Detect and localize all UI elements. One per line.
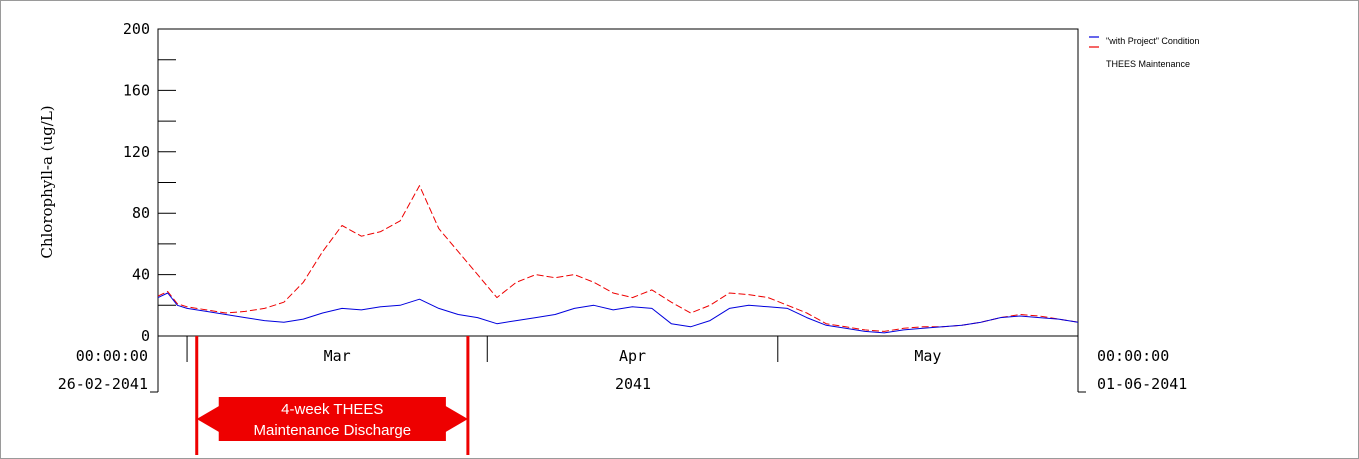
annotation-arrowhead-left xyxy=(196,405,221,433)
annotation-label-line2: Maintenance Discharge xyxy=(254,422,412,439)
y-tick-label: 0 xyxy=(141,327,150,345)
x-year-label: 2041 xyxy=(615,375,651,393)
annotation-arrowhead-right xyxy=(443,405,468,433)
y-axis-label: Chlorophyll-a (ug/L) xyxy=(38,105,56,258)
x-month-label: May xyxy=(914,347,941,365)
x-end-time-label: 00:00:00 xyxy=(1097,347,1169,365)
y-tick-label: 200 xyxy=(123,20,150,38)
x-end-date-label: 01-06-2041 xyxy=(1097,375,1187,393)
y-tick-label: 120 xyxy=(123,143,150,161)
x-month-label: Apr xyxy=(619,347,646,365)
x-month-label: Mar xyxy=(324,347,351,365)
y-tick-label: 80 xyxy=(132,204,150,222)
series-group xyxy=(157,185,1079,334)
series-line-with-project xyxy=(157,292,1079,334)
annotation-label-line1: 4-week THEES xyxy=(281,401,383,418)
y-axis: 0 40 80 120 160 200 xyxy=(123,20,176,345)
maintenance-annotation: 4-week THEES Maintenance Discharge xyxy=(195,336,470,455)
y-tick-label: 40 xyxy=(132,266,150,284)
x-start-time-label: 00:00:00 xyxy=(76,347,148,365)
legend-label-thees: THEES Maintenance xyxy=(1106,59,1190,69)
annotation-arrow-body xyxy=(218,397,446,441)
legend-label-with-project: "with Project" Condition xyxy=(1106,36,1199,46)
x-start-date-label: 26-02-2041 xyxy=(58,375,148,393)
y-tick-label: 160 xyxy=(123,81,150,99)
x-axis: 00:00:00 26-02-2041 00:00:00 01-06-2041 … xyxy=(58,336,1187,393)
series-line-thees-maintenance xyxy=(157,185,1079,332)
legend: "with Project" Condition THEES Maintenan… xyxy=(1089,36,1199,69)
